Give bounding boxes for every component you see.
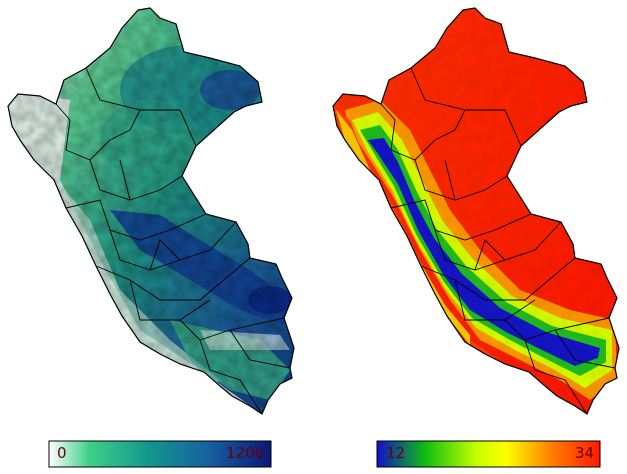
temperature-colorbar-min-label: 12: [386, 444, 406, 462]
temperature-map: [332, 7, 620, 415]
temperature-colorbar: [376, 440, 601, 468]
temperature-colorbar-max-label: 34: [575, 444, 595, 462]
precipitation-colorbar-max-label: 1200: [226, 444, 265, 462]
precipitation-colorbar-min-label: 0: [57, 444, 67, 462]
precipitation-map: [7, 7, 295, 415]
precipitation-colorbar: [48, 440, 272, 468]
